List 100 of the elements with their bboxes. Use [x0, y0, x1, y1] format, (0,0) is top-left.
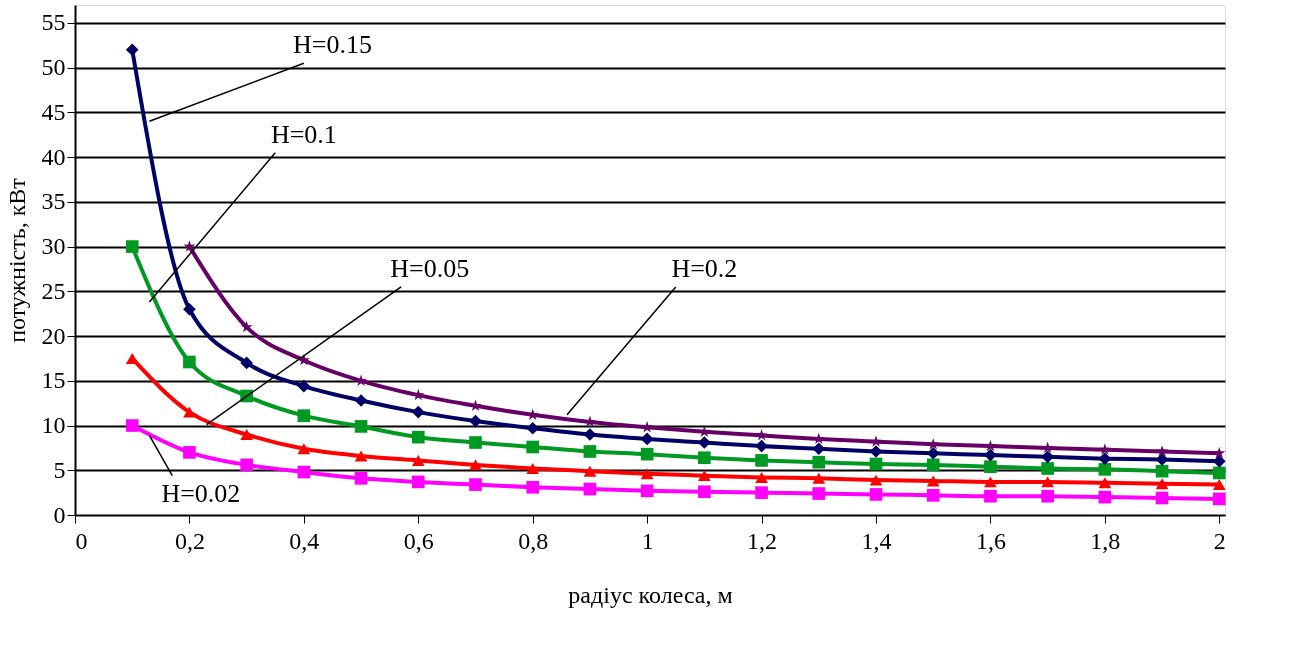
point	[869, 445, 883, 458]
annotation: H=0.15	[292, 30, 372, 60]
point	[926, 475, 940, 487]
point	[583, 445, 597, 458]
point	[183, 406, 196, 418]
point	[812, 472, 826, 484]
point	[812, 455, 826, 469]
x-tick-label: 0,6	[403, 527, 434, 554]
point	[1041, 489, 1054, 503]
point	[183, 240, 196, 252]
point	[469, 436, 482, 449]
annotation: H=0.05	[390, 253, 470, 283]
x-tick-label: 0,2	[174, 527, 205, 554]
annotation: H=0.2	[671, 253, 738, 283]
point	[526, 440, 540, 454]
point	[869, 435, 882, 447]
y-tick-label: 20	[41, 322, 66, 349]
x-tick-label: 1	[641, 527, 654, 554]
point	[984, 489, 997, 503]
point	[926, 458, 940, 472]
point	[1155, 478, 1169, 490]
point	[755, 471, 768, 483]
point	[297, 465, 311, 479]
point	[354, 471, 368, 485]
y-tick-label: 15	[41, 367, 66, 394]
point	[411, 405, 425, 419]
point	[583, 465, 597, 477]
x-tick-label: 2	[1213, 527, 1226, 554]
point	[183, 446, 196, 459]
y-tick-label: 0	[53, 501, 66, 528]
point	[1212, 466, 1226, 480]
point	[469, 414, 482, 428]
point	[411, 454, 425, 466]
point	[640, 468, 654, 480]
point	[698, 425, 711, 437]
point	[183, 302, 196, 316]
y-tick-label: 45	[41, 98, 66, 125]
point	[1155, 464, 1169, 478]
point	[1098, 490, 1112, 504]
point	[755, 454, 768, 467]
y-tick-label: 30	[41, 233, 66, 260]
point	[984, 460, 997, 474]
point	[1212, 454, 1226, 468]
y-tick-label: 5	[53, 456, 66, 483]
point	[1041, 476, 1054, 488]
point	[125, 240, 139, 253]
x-axis-title: радіус колеса, м	[568, 581, 733, 608]
point	[297, 379, 311, 393]
point	[469, 459, 482, 471]
y-tick-label: 10	[41, 412, 66, 439]
point	[583, 428, 597, 441]
annotation: H=0.02	[161, 478, 241, 508]
point	[640, 432, 654, 446]
y-tick-label: 40	[41, 143, 66, 170]
point	[1098, 477, 1112, 489]
point	[1041, 462, 1054, 475]
point	[698, 470, 711, 482]
x-tick-label: 0	[75, 527, 88, 554]
point	[812, 442, 826, 456]
point	[526, 480, 540, 494]
point	[1212, 479, 1226, 491]
point	[984, 448, 997, 462]
point	[354, 420, 368, 433]
point	[240, 356, 253, 370]
point	[698, 451, 711, 465]
x-tick-label: 0,8	[518, 527, 549, 554]
point	[1213, 446, 1226, 459]
point	[411, 475, 425, 489]
point	[469, 478, 482, 491]
point	[125, 43, 139, 57]
point	[1098, 463, 1112, 476]
annotation: H=0.1	[270, 119, 337, 149]
point	[583, 482, 597, 496]
y-tick-label: 50	[41, 54, 66, 81]
point	[183, 355, 196, 369]
point	[1155, 453, 1169, 466]
point	[1155, 491, 1169, 505]
point	[755, 439, 768, 453]
point	[926, 446, 940, 460]
point	[1098, 452, 1112, 465]
point	[926, 488, 940, 502]
point	[1041, 450, 1054, 464]
point	[240, 320, 253, 333]
point	[125, 419, 139, 432]
x-tick-label: 1,6	[975, 527, 1006, 554]
point	[297, 409, 311, 423]
point	[526, 463, 540, 474]
point	[1212, 492, 1226, 506]
point	[297, 443, 311, 455]
point	[755, 486, 768, 499]
point	[640, 447, 654, 461]
x-tick-label: 1,8	[1090, 527, 1121, 554]
point	[698, 485, 711, 499]
y-tick-label: 35	[41, 188, 66, 215]
point	[640, 484, 654, 498]
point	[812, 487, 826, 500]
point	[869, 474, 883, 486]
y-tick-label: 55	[41, 9, 66, 36]
x-tick-label: 1,4	[861, 527, 892, 554]
x-tick-label: 1,2	[747, 527, 778, 554]
